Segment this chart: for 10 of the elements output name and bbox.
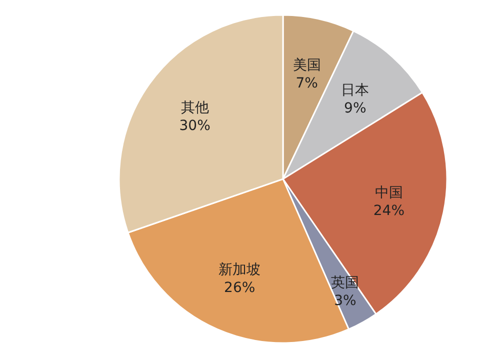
slice-label: 新加坡: [218, 262, 261, 278]
slice-label: 其他: [180, 100, 209, 116]
data-label: 24%: [373, 203, 405, 220]
slice-label: 美国: [292, 57, 321, 74]
data-label: 7%: [296, 75, 318, 92]
slice-label: 日本: [341, 82, 370, 98]
data-label: 26%: [224, 280, 256, 296]
data-label: 30%: [179, 118, 210, 134]
slice-label: 中国: [374, 185, 403, 202]
data-label: 9%: [344, 100, 366, 116]
